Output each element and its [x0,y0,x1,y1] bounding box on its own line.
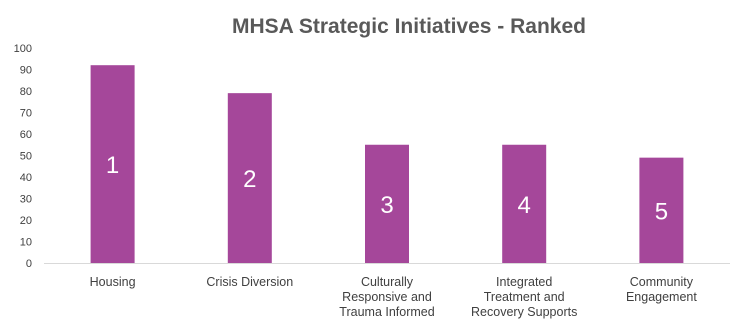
y-tick-label: 80 [20,86,32,98]
bar [90,65,135,263]
x-tick-label: Culturally Responsive and Trauma Informed [339,275,434,319]
y-tick-label: 50 [20,151,32,163]
x-tick-label: Housing [90,275,136,289]
bar-data-label: 2 [243,166,256,193]
x-tick-label: Integrated Treatment and Recovery Supports [471,275,577,319]
y-tick-label: 40 [20,172,32,184]
bar-data-label: 3 [380,192,393,219]
bar [227,93,272,264]
bar-data-label: 1 [106,152,119,179]
y-tick-label: 20 [20,215,32,227]
y-tick-label: 100 [14,43,32,55]
bar-data-label: 4 [518,192,531,219]
bar-series: 1 2 3 4 5 [90,65,684,264]
x-axis: Housing Crisis Diversion Culturally Respons… [44,263,730,319]
chart-title: MHSA Strategic Initiatives - Ranked [232,15,586,38]
bar [639,157,684,263]
bar-data-label: 5 [655,198,668,225]
x-tick-label: Community Engagement [626,275,697,304]
bar [502,144,547,263]
y-tick-label: 30 [20,194,32,206]
y-axis: 0 10 20 30 40 50 60 70 80 90 100 [14,43,32,270]
y-tick-label: 90 [20,65,32,77]
y-tick-label: 60 [20,129,32,141]
y-tick-label: 0 [26,258,32,270]
y-tick-label: 10 [20,237,32,249]
y-tick-label: 70 [20,108,32,120]
bar [365,144,409,263]
x-tick-label: Crisis Diversion [206,275,293,289]
